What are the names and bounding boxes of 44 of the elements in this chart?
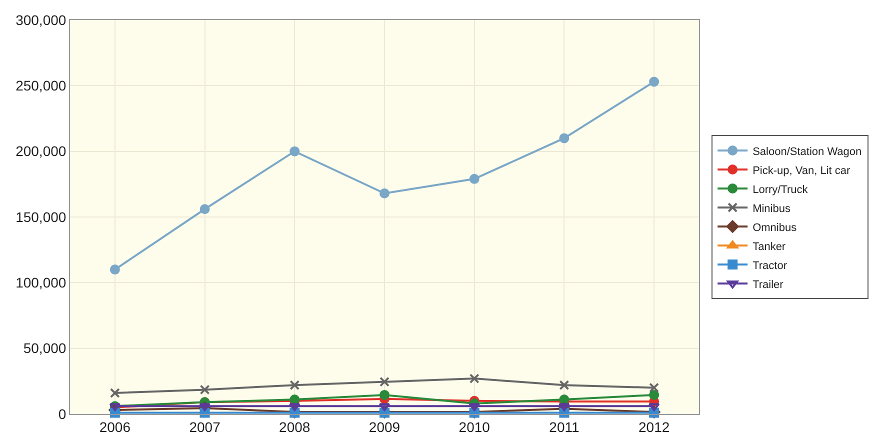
point (200, 204, 210, 214)
point (289, 403, 300, 412)
point (380, 376, 390, 387)
x-tick-label: 2009 (368, 418, 400, 435)
x-tick-label: 2012 (638, 418, 670, 435)
legend-label: Pick-up, Van, Lit car (752, 164, 851, 177)
y-tick-label: 250,000 (16, 78, 66, 94)
legend-label: Minibus (752, 202, 791, 215)
point (380, 188, 390, 198)
point (290, 380, 300, 390)
point (558, 403, 570, 412)
y-tick-label: 50,000 (23, 340, 66, 356)
y-tick-label: 0 (58, 406, 66, 422)
point (559, 133, 570, 144)
legend-label: Omnibus (752, 222, 798, 234)
legend-label: Lorry/Truck (752, 184, 808, 196)
x-tick-label: 2007 (189, 418, 221, 435)
point (199, 403, 210, 412)
x-tick-label: 2008 (279, 418, 310, 435)
point (649, 382, 660, 393)
point (290, 146, 300, 156)
point (378, 403, 390, 412)
x-tick-label: 2010 (458, 418, 490, 435)
point (380, 390, 390, 400)
point (110, 264, 120, 275)
y-tick-label: 300,000 (16, 12, 66, 28)
point (200, 384, 210, 395)
point (110, 388, 120, 398)
point (648, 403, 660, 412)
y-tick-label: 200,000 (16, 143, 66, 160)
point (649, 390, 660, 400)
point (559, 380, 570, 390)
legend-label: Trailer (752, 278, 784, 291)
legend-label: Tanker (752, 240, 786, 253)
x-tick-label: 2011 (549, 418, 580, 435)
point (469, 174, 480, 184)
y-tick-label: 150,000 (16, 208, 66, 225)
point (468, 403, 480, 412)
legend-label: Tractor (752, 260, 788, 272)
x-tick-label: 2006 (99, 418, 131, 435)
point (649, 76, 660, 87)
legend-label: Saloon/Station Wagon (752, 146, 862, 158)
point (469, 374, 480, 384)
y-tick-label: 100,000 (16, 274, 66, 291)
